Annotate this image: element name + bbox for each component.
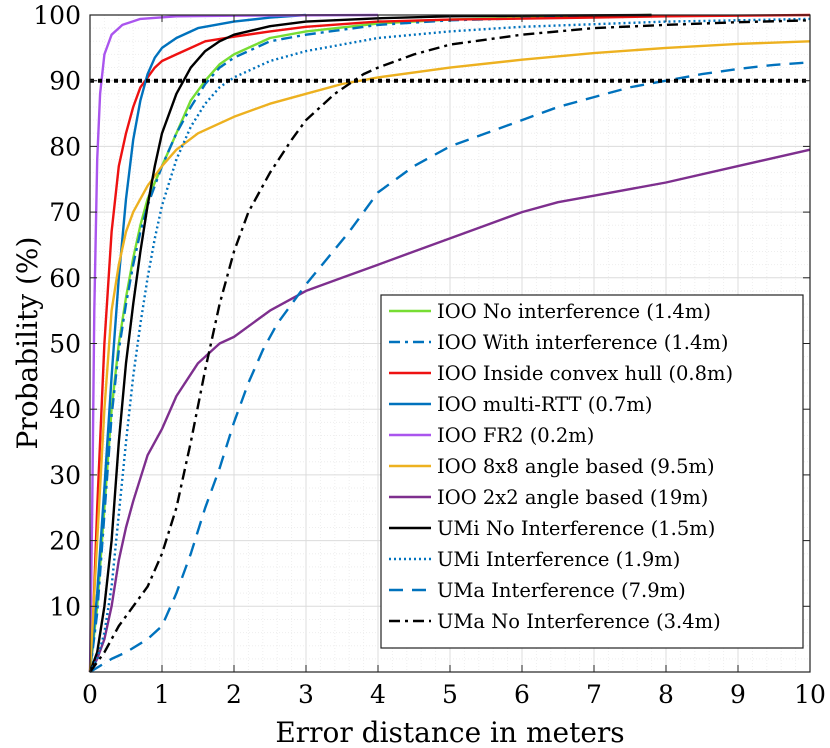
y-tick-label: 90 (49, 67, 81, 96)
y-tick-label: 80 (49, 132, 81, 161)
legend-label: IOO 2x2 angle based (19m) (437, 486, 708, 509)
x-tick-label: 1 (154, 680, 170, 709)
series-line-10 (89, 61, 811, 674)
series-line-8 (88, 13, 652, 673)
x-tick-label: 10 (794, 680, 826, 709)
x-tick-label: 9 (730, 680, 746, 709)
legend-label: UMi Interference (1.9m) (437, 548, 680, 571)
legend-label: IOO FR2 (0.2m) (437, 424, 594, 447)
legend-label: IOO multi-RTT (0.7m) (437, 393, 652, 416)
series-line-4 (88, 13, 307, 673)
y-tick-label: 60 (49, 264, 81, 293)
y-tick-label: 20 (49, 527, 81, 556)
x-tick-label: 5 (442, 680, 458, 709)
legend-label: IOO 8x8 angle based (9.5m) (437, 455, 715, 478)
x-tick-label: 3 (298, 680, 314, 709)
x-tick-label: 2 (226, 680, 242, 709)
y-tick-label: 40 (49, 395, 81, 424)
legend-label: UMa Interference (7.9m) (437, 579, 686, 602)
legend-label: UMa No Interference (3.4m) (437, 610, 721, 633)
legend-box (380, 294, 804, 649)
series-lines (88, 13, 811, 674)
y-tick-label: 30 (49, 461, 81, 490)
legend-label: IOO No interference (1.4m) (437, 300, 711, 323)
series-line-11 (89, 19, 811, 673)
axes: 0 1 2 3 4 5 6 7 8 9 10 10 20 30 40 50 60 70 80 90 100 (33, 1, 826, 709)
x-tick-label: 8 (658, 680, 674, 709)
legend-label: IOO With interference (1.4m) (437, 331, 728, 354)
y-axis-label: Probability (%) (11, 237, 44, 450)
x-tick-label: 7 (586, 680, 602, 709)
series-line-6 (88, 40, 811, 673)
series-line-9 (88, 17, 811, 673)
y-tick-label: 50 (49, 330, 81, 359)
legend: IOO No interference (1.4m) IOO With inter… (380, 294, 804, 649)
x-axis-label: Error distance in meters (275, 716, 624, 748)
series-line-7 (88, 148, 811, 673)
series-line-2 (88, 13, 652, 673)
x-tick-label: 0 (82, 680, 98, 709)
legend-label: UMi No Interference (1.5m) (437, 517, 715, 540)
legend-label: IOO Inside convex hull (0.8m) (437, 362, 733, 385)
y-tick-label: 100 (33, 1, 81, 30)
x-tick-label: 6 (514, 680, 530, 709)
series-line-3 (88, 13, 811, 673)
x-tick-label: 4 (370, 680, 386, 709)
y-tick-label: 10 (49, 592, 81, 621)
y-tick-label: 70 (49, 198, 81, 227)
